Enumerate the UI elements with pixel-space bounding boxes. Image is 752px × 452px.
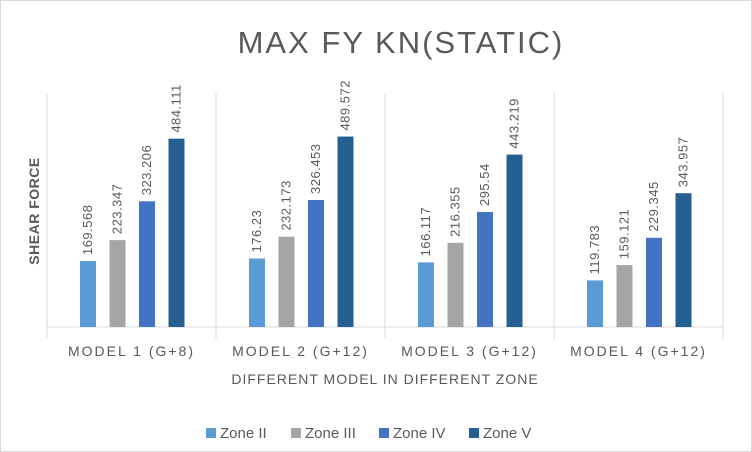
data-label: 176.23 xyxy=(249,210,264,253)
legend-swatch xyxy=(206,428,216,438)
data-label: 323.206 xyxy=(139,145,154,196)
bar xyxy=(675,193,692,327)
legend-swatch xyxy=(291,428,301,438)
bar xyxy=(308,200,324,327)
x-axis-title: DIFFERENT MODEL IN DIFFERENT ZONE xyxy=(231,371,538,387)
plot-area: 169.568 223.347 323.206 484.111 MODEL 1 (G+8… xyxy=(46,80,724,359)
data-label: 484.111 xyxy=(169,84,184,133)
data-label: 169.568 xyxy=(80,205,95,256)
data-label: 443.219 xyxy=(507,98,522,149)
bar xyxy=(139,201,155,327)
data-label: 489.572 xyxy=(338,80,353,131)
data-label: 232.173 xyxy=(279,180,294,231)
data-label: 216.355 xyxy=(448,186,463,237)
data-label: 229.345 xyxy=(646,181,661,232)
data-label: 223.347 xyxy=(110,184,125,235)
bar xyxy=(80,261,96,327)
legend-swatch xyxy=(469,428,479,438)
legend-label: Zone IV xyxy=(393,425,446,442)
bar xyxy=(587,280,603,327)
data-label: 326.453 xyxy=(308,144,323,195)
bar xyxy=(506,154,523,327)
data-label: 343.957 xyxy=(676,137,691,188)
data-label: 159.121 xyxy=(617,209,632,260)
data-label: 295.54 xyxy=(477,163,492,206)
y-axis-title: SHEAR FORCE xyxy=(26,157,42,264)
bar xyxy=(168,138,185,327)
x-tick-label: MODEL 2 (G+12) xyxy=(232,343,369,359)
legend-swatch xyxy=(379,428,389,438)
legend-label: Zone III xyxy=(305,425,356,442)
data-label: 166.117 xyxy=(418,207,433,257)
x-tick-label: MODEL 3 (G+12) xyxy=(401,343,538,359)
x-tick-label: MODEL 4 (G+12) xyxy=(570,343,707,359)
bar xyxy=(418,262,434,327)
bar xyxy=(109,240,126,327)
bar xyxy=(616,265,633,327)
bar xyxy=(249,258,265,327)
x-tick-label: MODEL 1 (G+8) xyxy=(68,343,195,359)
bar xyxy=(447,242,464,327)
bar xyxy=(278,236,295,327)
legend-label: Zone II xyxy=(220,425,267,442)
legend-label: Zone V xyxy=(483,425,531,442)
chart-title: MAX FY KN(STATIC) xyxy=(238,25,565,60)
data-label: 119.783 xyxy=(587,225,602,275)
bar xyxy=(337,136,354,327)
bar xyxy=(477,212,493,327)
legend: Zone II Zone III Zone IV Zone V xyxy=(206,425,531,442)
bar xyxy=(646,237,662,327)
